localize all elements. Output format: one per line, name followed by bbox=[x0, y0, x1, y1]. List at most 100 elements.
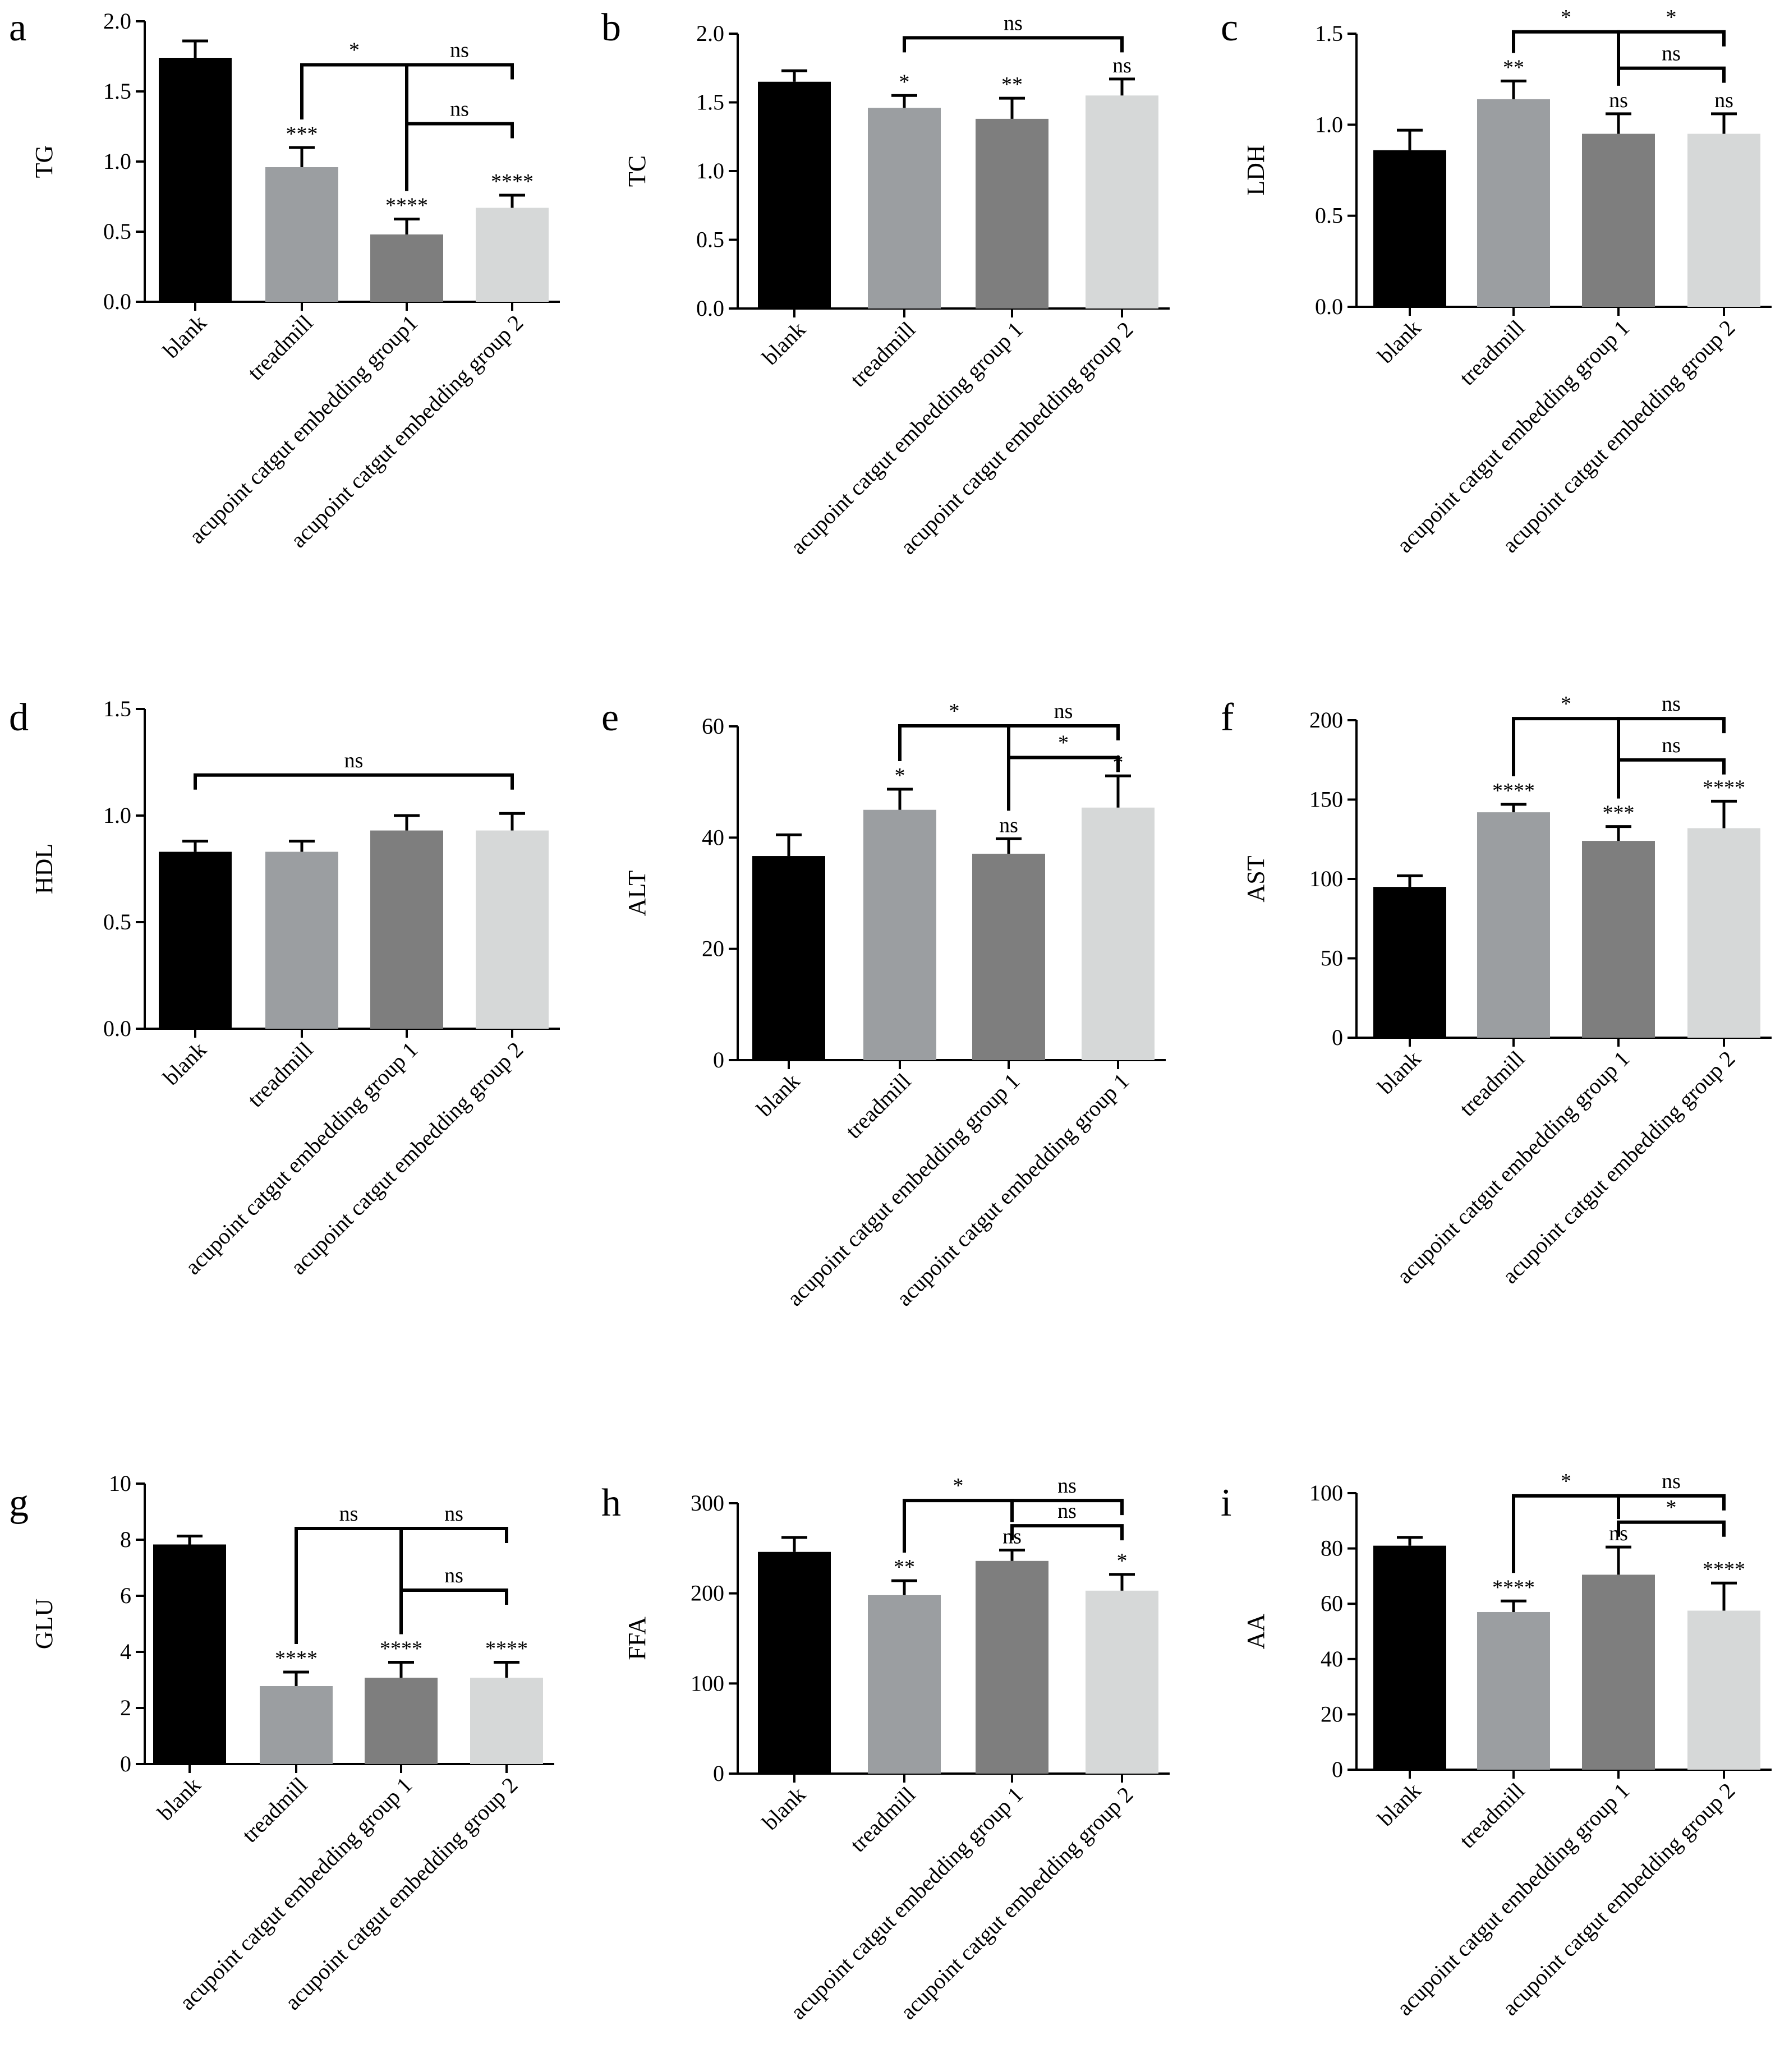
y-axis-title: GLU bbox=[30, 1599, 58, 1649]
category-label: treadmill bbox=[845, 317, 920, 392]
y-tick-label: 60 bbox=[702, 713, 724, 739]
y-tick-label: 40 bbox=[702, 825, 724, 850]
y-tick-label: 2.0 bbox=[103, 8, 131, 34]
category-label: acupoint catgut embedding group 1 bbox=[1392, 315, 1634, 558]
y-tick-label: 0 bbox=[713, 1047, 724, 1072]
y-tick-label: 50 bbox=[1321, 946, 1343, 971]
panel-c: c0.00.51.01.5LDHblank**treadmillnsacupoi… bbox=[1221, 6, 1772, 558]
significance-label: **** bbox=[380, 1637, 422, 1661]
panel-f: f 0 50 100 150 200 AST blank **** treadmill *** acu… bbox=[1221, 692, 1772, 1288]
panel-e: e 0 20 40 60 ALT blank * treadmill ns acupoint cat… bbox=[601, 696, 1166, 1311]
comparison-label: ns bbox=[1662, 42, 1681, 66]
bar-blank bbox=[159, 58, 232, 302]
bar-group1 bbox=[972, 854, 1045, 1060]
y-tick-label: 0.0 bbox=[103, 289, 131, 314]
bar-group2 bbox=[1086, 1590, 1158, 1774]
comparison-label: * bbox=[1561, 6, 1571, 29]
bar-group1 bbox=[370, 830, 443, 1029]
significance-label: ** bbox=[1001, 73, 1023, 96]
bar-blank bbox=[1373, 150, 1446, 307]
y-axis-title: AA bbox=[1242, 1614, 1270, 1650]
y-tick-label: 2.0 bbox=[696, 21, 724, 46]
comparison-label: ns bbox=[1662, 1470, 1681, 1493]
comparison-label: ns bbox=[444, 1564, 463, 1587]
y-tick-label: 10 bbox=[109, 1471, 131, 1496]
category-label: acupoint catgut embedding group 2 bbox=[1497, 1778, 1740, 2020]
significance-label: ns bbox=[1112, 54, 1132, 77]
bar-group2 bbox=[476, 208, 549, 302]
comparison-label: * bbox=[1666, 1496, 1677, 1520]
y-tick-label: 0.0 bbox=[103, 1016, 131, 1041]
comparison-label: ns bbox=[1057, 1499, 1077, 1523]
significance-label: **** bbox=[1492, 1576, 1535, 1599]
comparison-bracket bbox=[903, 36, 1124, 53]
significance-label: **** bbox=[385, 194, 428, 218]
y-tick-label: 1.5 bbox=[1315, 21, 1343, 46]
y-axis-title: ALT bbox=[623, 871, 651, 917]
comparison-label: * bbox=[953, 1474, 964, 1498]
y-tick-label: 100 bbox=[691, 1670, 724, 1696]
bar-group2 bbox=[1086, 95, 1158, 309]
category-label: acupoint catgut embedding group 2 bbox=[1497, 315, 1740, 558]
panel-letter: h bbox=[601, 1481, 621, 1525]
comparison-bracket bbox=[405, 63, 514, 80]
significance-label: ns bbox=[999, 813, 1018, 837]
panel-letter: a bbox=[9, 6, 26, 49]
bar-treadmill bbox=[863, 809, 936, 1060]
bar-group1 bbox=[365, 1678, 438, 1764]
comparison-bracket bbox=[1007, 756, 1120, 772]
comparison-label: ns bbox=[339, 1502, 358, 1526]
bar-blank bbox=[159, 851, 232, 1029]
panel-letter: g bbox=[9, 1481, 29, 1525]
category-label: acupoint catgut embedding group1 bbox=[184, 310, 422, 549]
comparison-bracket bbox=[1617, 717, 1726, 734]
comparison-label: * bbox=[349, 39, 360, 62]
significance-label: **** bbox=[1703, 1558, 1745, 1581]
significance-label: **** bbox=[1492, 779, 1535, 803]
bar-blank bbox=[1373, 1545, 1446, 1770]
bar-treadmill bbox=[1477, 1611, 1550, 1770]
bar-group1 bbox=[1582, 1574, 1655, 1770]
comparison-bracket bbox=[1617, 30, 1726, 47]
bar-treadmill bbox=[1477, 99, 1550, 307]
panel-a: a 0.0 0.5 1.0 1.5 2.0 TG blank *** treadmill **** a… bbox=[9, 6, 560, 552]
panel-letter: f bbox=[1221, 696, 1234, 739]
significance-label: * bbox=[899, 70, 910, 94]
y-tick-label: 1.0 bbox=[103, 803, 131, 828]
y-tick-label: 100 bbox=[1309, 1480, 1343, 1505]
comparison-label: ns bbox=[444, 1502, 463, 1526]
significance-label: **** bbox=[1703, 776, 1745, 799]
comparison-bracket bbox=[1010, 1524, 1124, 1541]
category-label: treadmill bbox=[237, 1772, 312, 1848]
y-axis-title: AST bbox=[1242, 855, 1270, 902]
y-axis-title: LDH bbox=[1242, 145, 1270, 195]
y-tick-label: 0 bbox=[1332, 1757, 1343, 1782]
category-label: acupoint catgut embedding group 2 bbox=[895, 317, 1138, 559]
bar-treadmill bbox=[1477, 812, 1550, 1038]
bar-group2 bbox=[476, 830, 549, 1029]
panel-g: g 0 2 4 6 8 10 GLU blank **** treadmill **** acupoin… bbox=[9, 1471, 554, 2015]
y-tick-label: 4 bbox=[120, 1639, 131, 1664]
significance-label: * bbox=[895, 764, 905, 788]
y-tick-label: 300 bbox=[691, 1490, 724, 1516]
category-label: acupoint catgut embedding group 2 bbox=[280, 1772, 522, 2015]
bar-treadmill bbox=[868, 108, 941, 309]
panel-letter: c bbox=[1221, 6, 1238, 49]
category-label: treadmill bbox=[1454, 1046, 1529, 1121]
category-label: acupoint catgut embedding group 2 bbox=[286, 1037, 528, 1279]
significance-label: *** bbox=[1603, 802, 1635, 825]
y-tick-label: 100 bbox=[1309, 866, 1343, 891]
comparison-bracket bbox=[1617, 1494, 1726, 1511]
category-label: treadmill bbox=[242, 310, 318, 385]
comparison-label: ns bbox=[1662, 692, 1681, 716]
bar-group1 bbox=[1582, 841, 1655, 1038]
comparison-label: * bbox=[1561, 1470, 1571, 1493]
y-tick-label: 0.5 bbox=[696, 227, 724, 252]
category-label: treadmill bbox=[845, 1782, 920, 1857]
y-tick-label: 0 bbox=[1332, 1025, 1343, 1050]
category-label: acupoint catgut embedding group 1 bbox=[785, 317, 1028, 559]
comparison-bracket bbox=[903, 1499, 1014, 1553]
comparison-bracket bbox=[898, 724, 1010, 811]
bar-treadmill bbox=[265, 851, 338, 1029]
